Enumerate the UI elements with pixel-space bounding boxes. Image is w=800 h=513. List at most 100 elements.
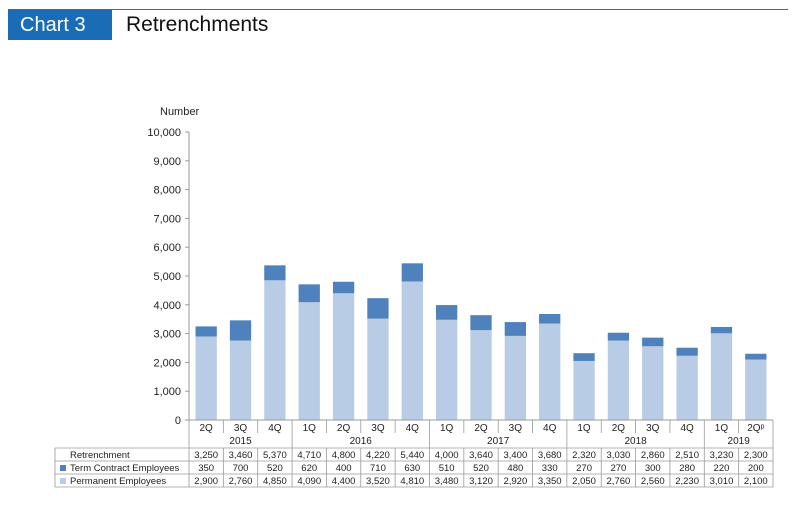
table-cell-permanent: 3,520 bbox=[366, 476, 390, 487]
table-cell-retrenchment: 2,300 bbox=[744, 450, 768, 461]
bar-permanent-employees bbox=[401, 281, 423, 420]
x-tick-label: 1Q bbox=[440, 423, 454, 434]
table-cell-permanent: 2,050 bbox=[572, 476, 596, 487]
table-cell-term-contract: 400 bbox=[336, 463, 352, 474]
table-cell-retrenchment: 3,230 bbox=[710, 450, 734, 461]
table-cell-permanent: 2,920 bbox=[503, 476, 527, 487]
y-tick-label: 0 bbox=[175, 415, 181, 427]
table-cell-retrenchment: 3,640 bbox=[469, 450, 493, 461]
x-tick-label: 2Q bbox=[612, 423, 626, 434]
bar-term-contract-employees bbox=[229, 320, 252, 341]
x-tick-label: 3Q bbox=[234, 423, 248, 434]
y-tick-label: 2,000 bbox=[153, 357, 181, 369]
table-cell-retrenchment: 3,400 bbox=[503, 450, 527, 461]
bar-permanent-employees bbox=[332, 293, 355, 420]
bar-permanent-employees bbox=[607, 340, 630, 420]
x-tick-label: 2Q bbox=[474, 423, 488, 434]
table-cell-retrenchment: 2,860 bbox=[641, 450, 665, 461]
bar-permanent-employees bbox=[745, 359, 767, 420]
table-cell-permanent: 2,230 bbox=[675, 476, 699, 487]
y-tick-label: 6,000 bbox=[153, 242, 181, 254]
bar-permanent-employees bbox=[195, 336, 217, 420]
table-cell-term-contract: 630 bbox=[404, 463, 420, 474]
table-cell-permanent: 2,760 bbox=[607, 476, 631, 487]
table-cell-term-contract: 270 bbox=[610, 463, 626, 474]
table-row-label-retrenchment: Retrenchment bbox=[70, 450, 130, 461]
table-cell-term-contract: 200 bbox=[748, 463, 764, 474]
table-cell-retrenchment: 4,800 bbox=[332, 450, 356, 461]
table-cell-permanent: 4,810 bbox=[400, 476, 424, 487]
bar-permanent-employees bbox=[676, 355, 698, 420]
bar-permanent-employees bbox=[539, 323, 561, 420]
bar-permanent-employees bbox=[435, 319, 458, 420]
x-tick-label: 4Q bbox=[268, 423, 282, 434]
bar-permanent-employees bbox=[367, 318, 389, 420]
y-tick-label: 10,000 bbox=[147, 127, 181, 139]
bar-term-contract-employees bbox=[607, 332, 630, 341]
table-cell-term-contract: 510 bbox=[439, 463, 455, 474]
table-cell-retrenchment: 3,460 bbox=[229, 450, 253, 461]
bar-term-contract-employees bbox=[710, 326, 733, 334]
table-cell-term-contract: 280 bbox=[679, 463, 695, 474]
x-tick-label: 1Q bbox=[577, 423, 591, 434]
y-tick-label: 8,000 bbox=[153, 185, 181, 197]
year-label: 2017 bbox=[487, 436, 510, 447]
table-cell-retrenchment: 4,220 bbox=[366, 450, 390, 461]
table-cell-permanent: 2,760 bbox=[229, 476, 253, 487]
table-cell-permanent: 3,010 bbox=[710, 476, 734, 487]
header-rule bbox=[8, 9, 788, 10]
chart-number-badge: Chart 3 bbox=[8, 10, 112, 40]
legend-swatch-term-contract bbox=[60, 465, 66, 471]
table-cell-term-contract: 350 bbox=[198, 463, 214, 474]
table-cell-permanent: 2,100 bbox=[744, 476, 768, 487]
year-label: 2018 bbox=[624, 436, 647, 447]
table-cell-permanent: 4,850 bbox=[263, 476, 287, 487]
x-tick-label: 1Q bbox=[715, 423, 729, 434]
table-cell-term-contract: 700 bbox=[233, 463, 249, 474]
table-cell-retrenchment: 3,030 bbox=[607, 450, 631, 461]
table-cell-permanent: 4,400 bbox=[332, 476, 356, 487]
table-cell-term-contract: 480 bbox=[507, 463, 523, 474]
table-cell-term-contract: 220 bbox=[714, 463, 730, 474]
bar-term-contract-employees bbox=[642, 337, 664, 347]
x-tick-label: 4Q bbox=[543, 423, 557, 434]
table-cell-term-contract: 300 bbox=[645, 463, 661, 474]
y-tick-label: 7,000 bbox=[153, 213, 181, 225]
table-row-label-permanent: Permanent Employees bbox=[70, 476, 166, 487]
bar-permanent-employees bbox=[573, 360, 595, 420]
table-cell-retrenchment: 4,710 bbox=[297, 450, 321, 461]
table-cell-retrenchment: 5,370 bbox=[263, 450, 287, 461]
table-cell-permanent: 3,480 bbox=[435, 476, 459, 487]
y-tick-label: 1,000 bbox=[153, 386, 181, 398]
x-tick-label: 2Q bbox=[337, 423, 351, 434]
table-cell-retrenchment: 3,680 bbox=[538, 450, 562, 461]
table-cell-term-contract: 520 bbox=[267, 463, 283, 474]
bar-term-contract-employees bbox=[332, 281, 355, 294]
bar-term-contract-employees bbox=[367, 298, 389, 319]
bar-term-contract-employees bbox=[539, 314, 561, 324]
bar-term-contract-employees bbox=[504, 322, 527, 336]
bar-permanent-employees bbox=[642, 346, 664, 420]
bar-term-contract-employees bbox=[573, 353, 595, 361]
table-cell-permanent: 4,090 bbox=[297, 476, 321, 487]
table-cell-term-contract: 620 bbox=[301, 463, 317, 474]
bar-permanent-employees bbox=[470, 330, 492, 420]
chart-title: Retrenchments bbox=[126, 13, 269, 36]
bar-permanent-employees bbox=[229, 340, 252, 420]
table-cell-term-contract: 330 bbox=[542, 463, 558, 474]
table-cell-retrenchment: 5,440 bbox=[400, 450, 424, 461]
legend-swatch-permanent bbox=[60, 478, 66, 484]
x-tick-label: 4Q bbox=[406, 423, 420, 434]
year-label: 2016 bbox=[350, 436, 373, 447]
bar-term-contract-employees bbox=[676, 347, 698, 356]
y-tick-label: 9,000 bbox=[153, 156, 181, 168]
bar-permanent-employees bbox=[710, 333, 733, 420]
y-tick-label: 5,000 bbox=[153, 271, 181, 283]
y-tick-label: 3,000 bbox=[153, 329, 181, 341]
bar-term-contract-employees bbox=[745, 353, 767, 360]
table-cell-retrenchment: 2,510 bbox=[675, 450, 699, 461]
y-axis-label: Number bbox=[160, 106, 199, 118]
x-tick-label: 3Q bbox=[509, 423, 523, 434]
table-cell-term-contract: 270 bbox=[576, 463, 592, 474]
